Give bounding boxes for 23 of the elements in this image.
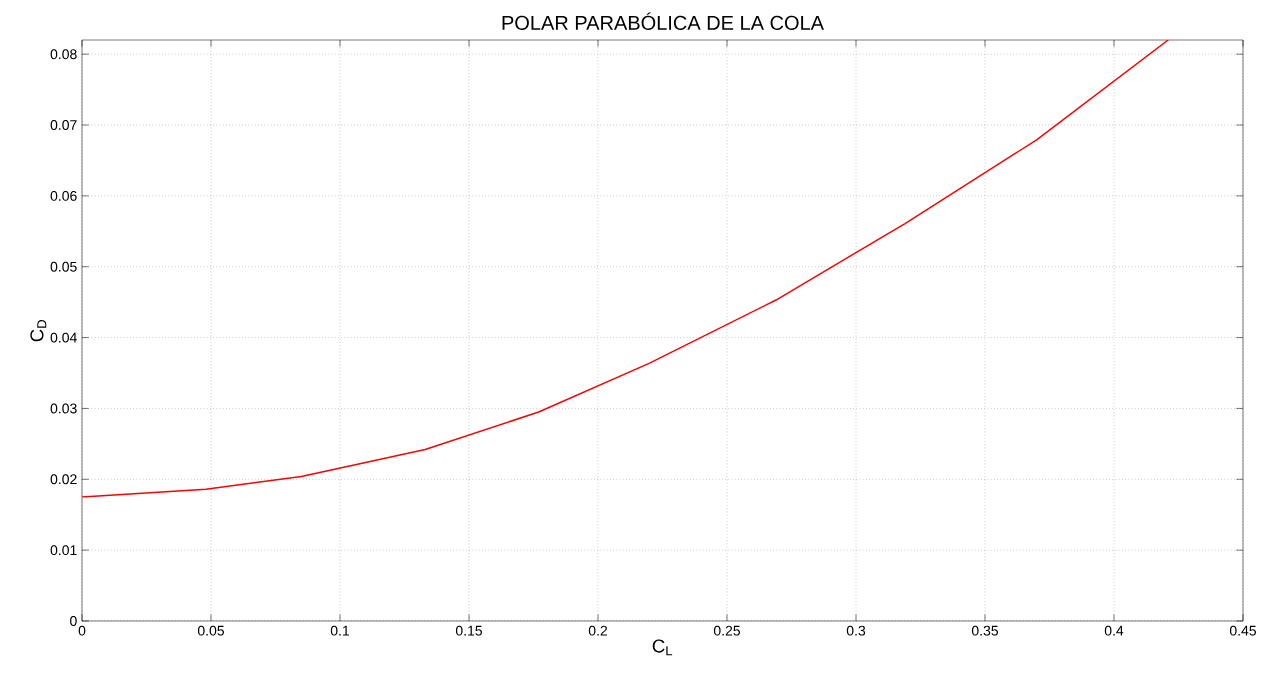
y-axis-title: C$_{D}$: [30, 320, 47, 342]
x-tick-label: 0.2: [588, 625, 608, 636]
line-series: [82, 40, 1169, 498]
x-tick-label: 0.3: [846, 625, 866, 636]
y-tick-label: 0.07: [50, 120, 77, 130]
y-tick-label: 0: [70, 616, 77, 626]
x-tick-label: 0.35: [971, 625, 999, 636]
chart-title: POLAR PARABÓLICA DE LA COLA: [502, 12, 824, 30]
y-tick-label: 0.05: [50, 261, 77, 272]
y-tick-label: 0.06: [50, 190, 77, 201]
y-tick-label: 0.03: [50, 403, 77, 414]
x-tick-label: 0.15: [455, 625, 483, 636]
y-tick-label: 0.01: [50, 545, 77, 556]
x-tick-label: 0: [78, 625, 86, 636]
x-tick-label: 0.4: [1104, 625, 1124, 636]
x-axis-title: C$_{L}$: [652, 639, 673, 656]
y-tick-label: 0.08: [50, 49, 77, 60]
y-tick-label: 0.04: [50, 332, 77, 343]
x-tick-label: 0.25: [713, 625, 741, 636]
x-tick-label: 0.1: [330, 625, 350, 636]
x-tick-label: 0.05: [197, 625, 225, 636]
x-tick-label: 0.45: [1229, 625, 1257, 636]
y-tick-label: 0.02: [50, 474, 77, 485]
